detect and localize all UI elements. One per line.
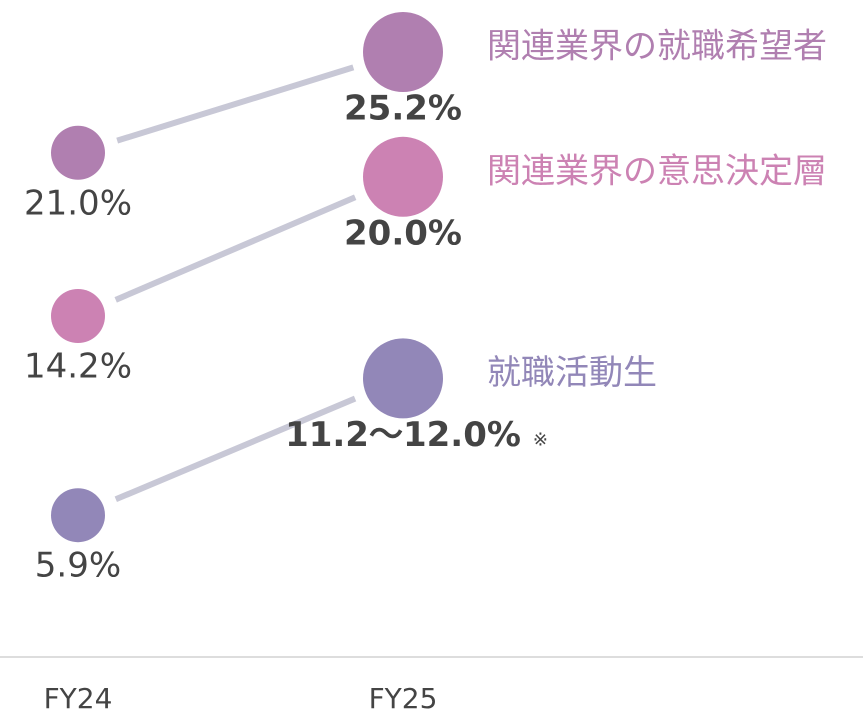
slope-line [114, 194, 357, 303]
value-label: 14.2% [24, 347, 132, 387]
slope-line [114, 395, 357, 503]
value-label: 20.0% [344, 213, 462, 253]
dot [363, 338, 443, 419]
dot [51, 488, 105, 543]
slope-line [116, 64, 355, 144]
note: ※ [533, 429, 548, 450]
dot [363, 136, 443, 217]
value-label: 11.2〜12.0% [285, 415, 521, 455]
dot [51, 289, 105, 343]
value-label: 5.9% [35, 546, 121, 586]
value-label: 25.2% [344, 89, 462, 129]
value-label: 21.0% [24, 183, 132, 223]
dot [363, 12, 443, 92]
dot [51, 125, 105, 180]
x-tick-label: FY25 [369, 682, 438, 715]
legend-label: 関連業界の意思決定層 [487, 151, 827, 191]
legend-label: 就職活動生 [487, 353, 657, 393]
x-tick-label: FY24 [44, 682, 113, 715]
legend-label: 関連業界の就職希望者 [487, 27, 827, 67]
